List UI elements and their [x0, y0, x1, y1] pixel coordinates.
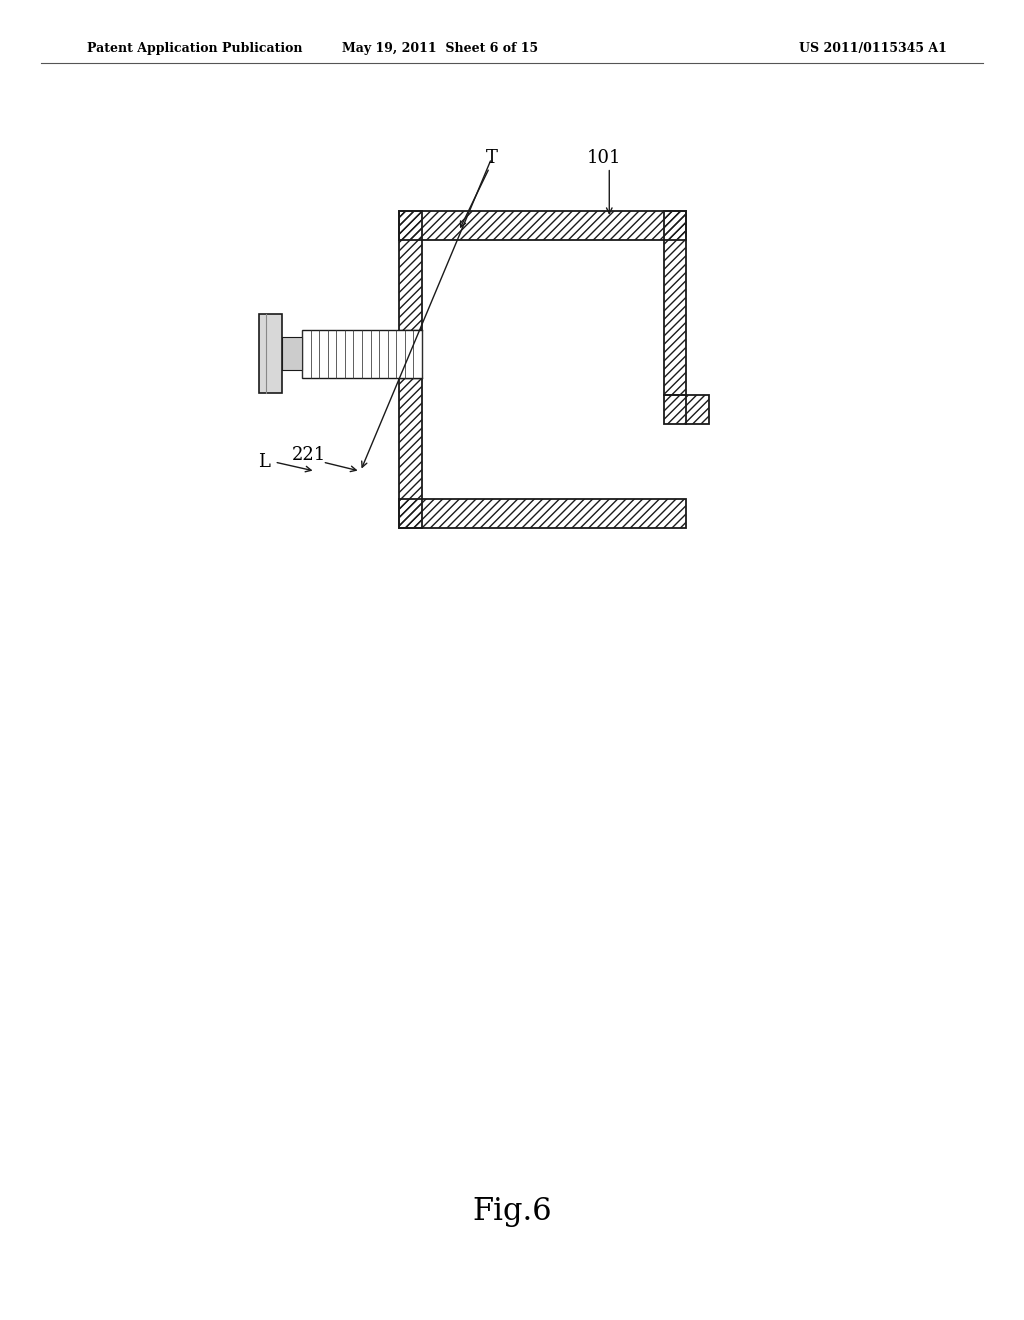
Text: Patent Application Publication: Patent Application Publication: [87, 42, 302, 55]
Bar: [399, 211, 686, 240]
Bar: [398, 330, 423, 378]
Text: L: L: [258, 453, 270, 471]
Text: 101: 101: [587, 149, 622, 168]
Bar: [422, 240, 664, 499]
Bar: [664, 211, 686, 395]
Bar: [259, 314, 282, 393]
Text: T: T: [485, 149, 498, 168]
Bar: [399, 211, 422, 528]
Bar: [399, 211, 686, 240]
Bar: [399, 211, 422, 528]
Bar: [664, 395, 709, 424]
Text: US 2011/0115345 A1: US 2011/0115345 A1: [799, 42, 946, 55]
Bar: [399, 499, 686, 528]
Text: Fig.6: Fig.6: [472, 1196, 552, 1228]
Bar: [282, 337, 302, 371]
Bar: [302, 330, 422, 378]
Bar: [664, 395, 709, 424]
Bar: [664, 211, 686, 395]
Text: 221: 221: [292, 446, 327, 465]
Bar: [399, 499, 686, 528]
Text: May 19, 2011  Sheet 6 of 15: May 19, 2011 Sheet 6 of 15: [342, 42, 539, 55]
